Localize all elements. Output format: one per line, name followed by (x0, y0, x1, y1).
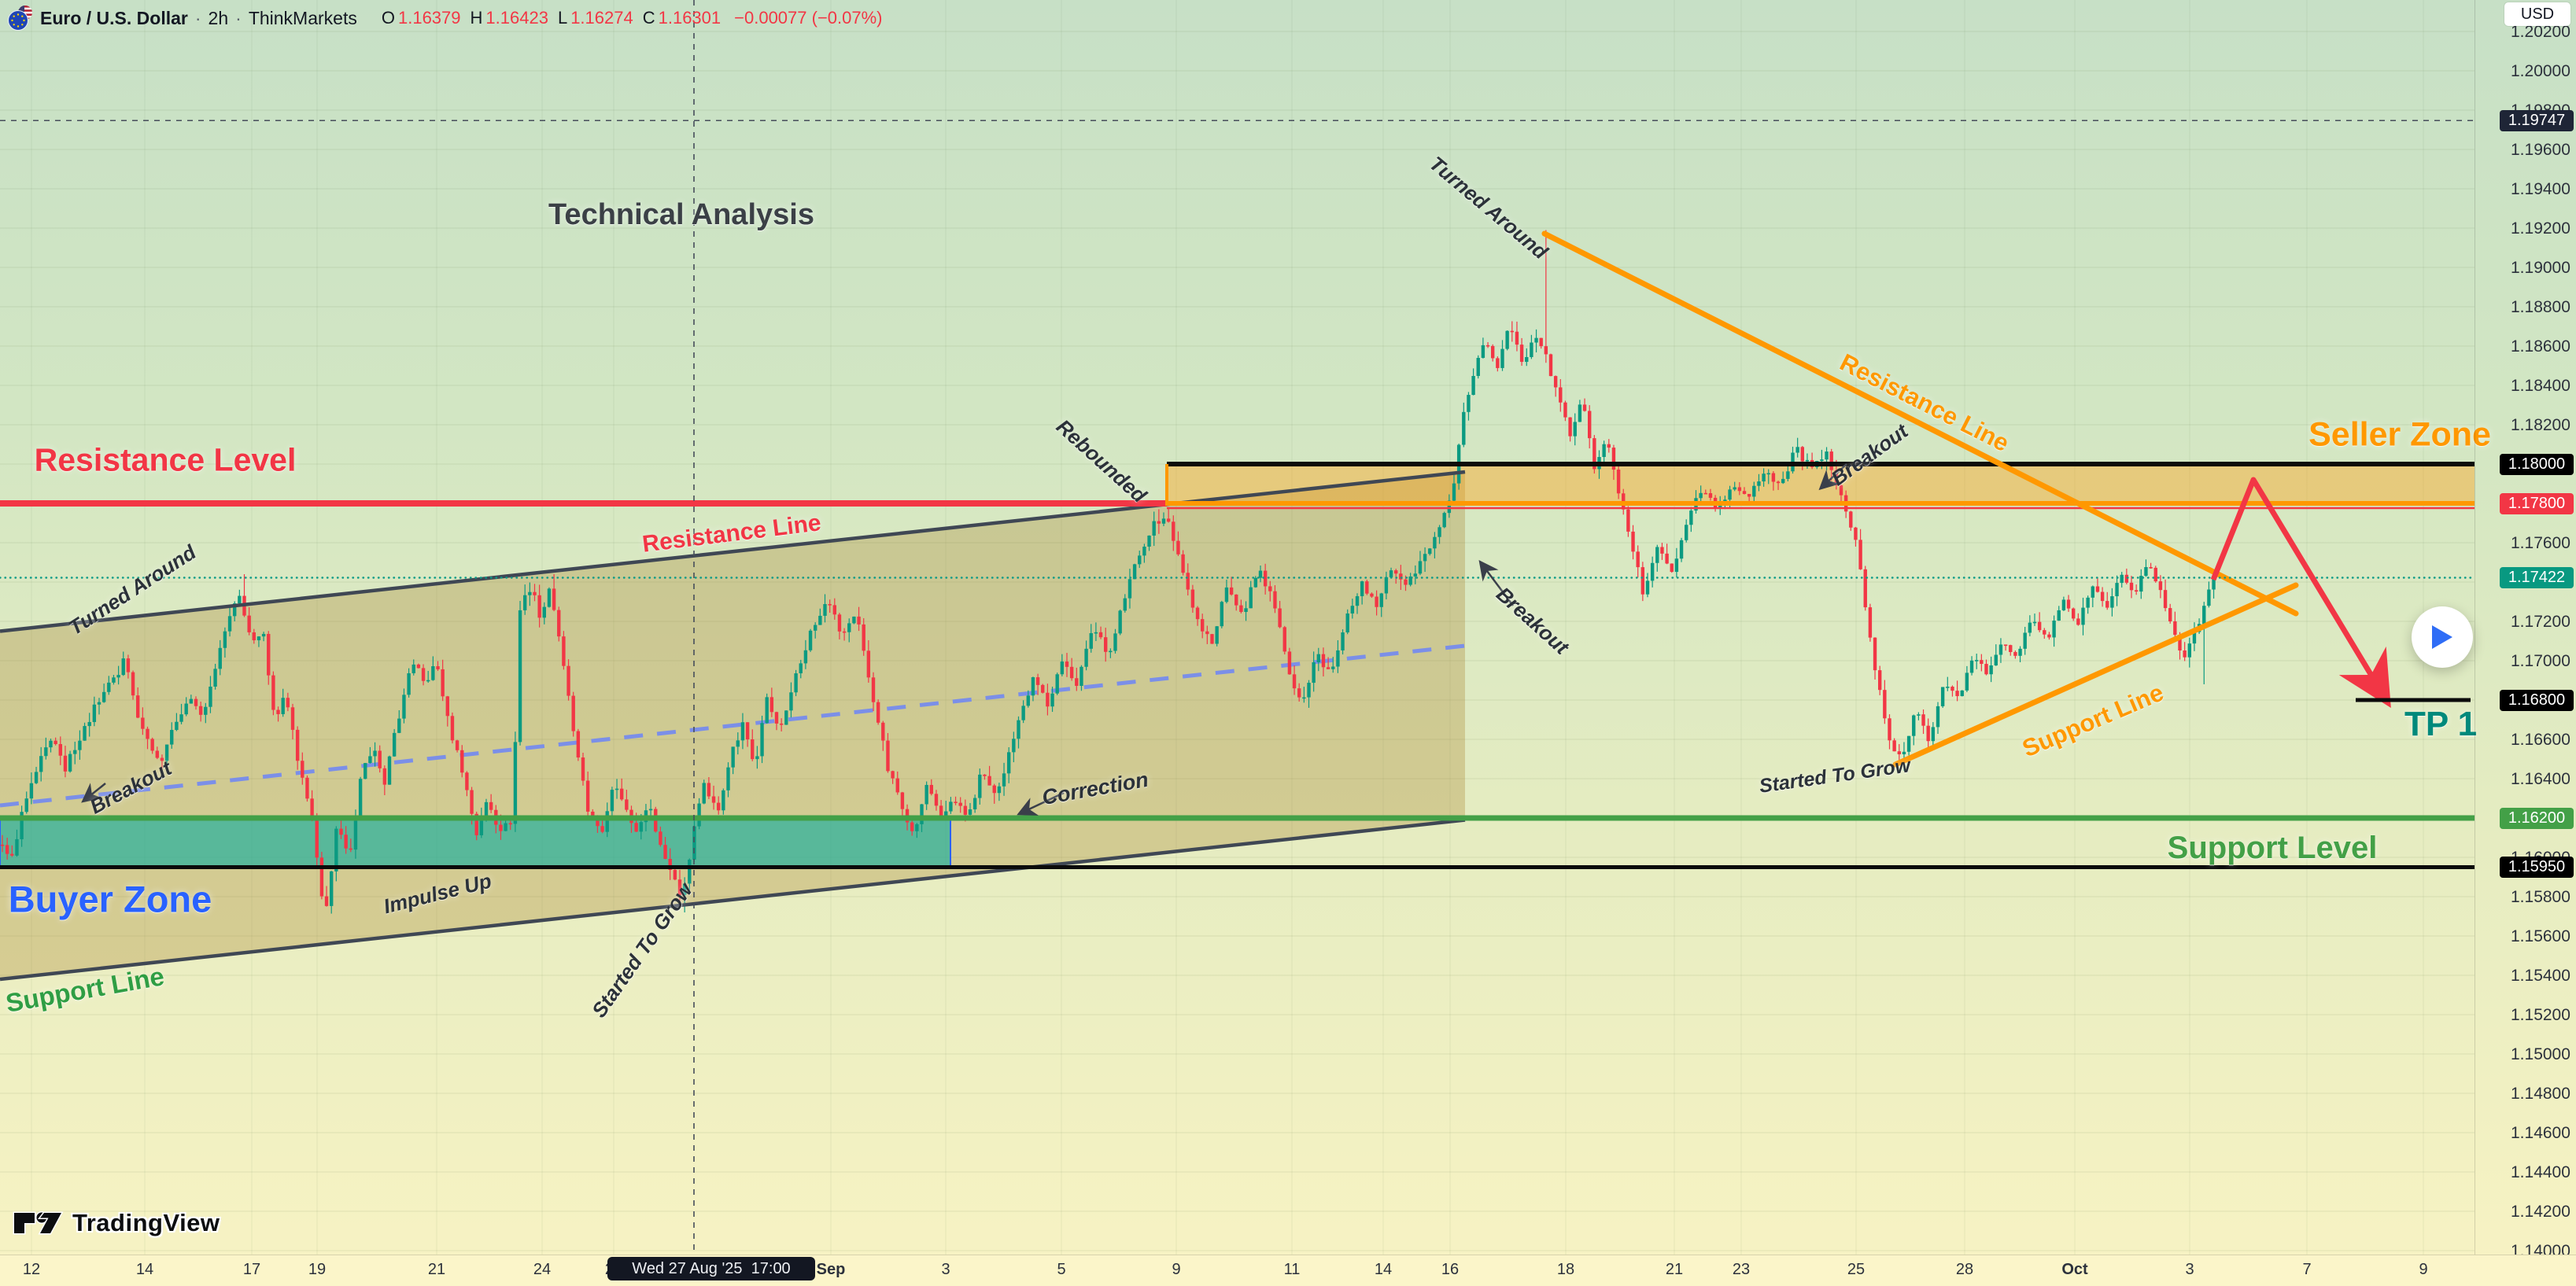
high-value: 1.16423 (485, 8, 548, 28)
price-badge: 1.16200 (2500, 807, 2574, 829)
price-tick: 1.18400 (2511, 377, 2570, 395)
price-tick: 1.17200 (2511, 613, 2570, 631)
tradingview-logo-text: TradingView (72, 1209, 220, 1236)
chart-header: Euro / U.S. Dollar · 2h · ThinkMarkets O… (8, 6, 883, 31)
time-tick: 3 (2185, 1261, 2194, 1278)
close-label: C (642, 8, 655, 28)
price-tick: 1.20000 (2511, 62, 2570, 80)
time-tick: 25 (1847, 1261, 1866, 1278)
triangle-resistance-line[interactable] (1541, 230, 2299, 617)
timeframe-selector[interactable]: 2h (208, 7, 229, 28)
exchange-name: ThinkMarkets (248, 7, 357, 28)
low-value: 1.16274 (570, 8, 633, 28)
change-readout: −0.00077 (−0.07%) (734, 8, 883, 28)
breakout-mid-arrow (1478, 560, 1514, 606)
time-tick: 12 (22, 1261, 41, 1278)
price-tick: 1.18200 (2511, 416, 2570, 434)
price-badge: 1.17800 (2500, 492, 2574, 514)
price-tick: 1.19400 (2511, 180, 2570, 198)
price-badge: 1.15950 (2500, 857, 2574, 878)
price-tick: 1.15000 (2511, 1045, 2570, 1063)
time-tick: 17 (242, 1261, 261, 1278)
ohlc-readout: O 1.16379 H 1.16423 L 1.16274 C 1.16301 (375, 8, 721, 28)
price-tick: 1.15800 (2511, 888, 2570, 906)
price-tick: 1.14800 (2511, 1085, 2570, 1103)
time-tick: 19 (308, 1261, 327, 1278)
tradingview-logo[interactable]: TradingView (13, 1207, 220, 1240)
time-tick: 24 (533, 1261, 552, 1278)
close-value: 1.16301 (658, 8, 722, 28)
price-badge: 1.17422 (2500, 567, 2574, 588)
currency-badge[interactable]: USD (2504, 2, 2570, 26)
price-tick: 1.16400 (2511, 770, 2570, 788)
triangle-support-line[interactable] (1892, 582, 2299, 768)
price-badge: 1.18000 (2500, 453, 2574, 475)
price-tick: 1.17600 (2511, 534, 2570, 552)
price-tick: 1.19000 (2511, 259, 2570, 277)
price-tick: 1.20200 (2511, 23, 2570, 41)
price-axis[interactable]: 1.202001.200001.198001.196001.194001.192… (2475, 0, 2576, 1260)
channel-resistance-line[interactable] (0, 470, 1466, 633)
correction-arrow (1017, 791, 1065, 816)
time-tick: Oct (2061, 1261, 2088, 1278)
time-tick: Sep (816, 1261, 846, 1278)
price-tick: 1.15200 (2511, 1006, 2570, 1024)
eur-usd-flag-icon (8, 6, 33, 31)
time-tick: 21 (427, 1261, 446, 1278)
price-tick: 1.15600 (2511, 927, 2570, 945)
breakout-zone-arrow (1818, 463, 1847, 491)
time-tick: 16 (1441, 1261, 1460, 1278)
time-tick: 18 (1556, 1261, 1575, 1278)
price-tick: 1.17000 (2511, 652, 2570, 670)
header-separator-1: · (194, 7, 201, 28)
time-tick: 28 (1955, 1261, 1974, 1278)
channel-midline (0, 643, 1466, 808)
price-tick: 1.16600 (2511, 731, 2570, 749)
header-separator-2: · (235, 7, 242, 28)
price-tick: 1.19200 (2511, 219, 2570, 238)
price-tick: 1.14600 (2511, 1124, 2570, 1142)
price-tick: 1.15400 (2511, 967, 2570, 985)
crosshair-time-badge: Wed 27 Aug '25 17:00 (607, 1257, 815, 1280)
time-tick: 9 (1172, 1261, 1181, 1278)
projection-arrow[interactable] (2210, 477, 2391, 708)
open-label: O (381, 8, 395, 28)
breakout-left-arrow (81, 783, 106, 803)
high-label: H (470, 8, 483, 28)
price-tick: 1.14400 (2511, 1163, 2570, 1181)
time-tick: 23 (1732, 1261, 1751, 1278)
price-badge: 1.16800 (2500, 689, 2574, 711)
time-tick: 7 (2302, 1261, 2312, 1278)
open-value: 1.16379 (397, 8, 461, 28)
channel-support-line[interactable] (0, 818, 1466, 982)
time-tick: 14 (1374, 1261, 1393, 1278)
play-button[interactable] (2412, 606, 2473, 668)
price-tick: 1.19600 (2511, 141, 2570, 159)
time-tick: 3 (941, 1261, 950, 1278)
price-tick: 1.18800 (2511, 298, 2570, 316)
symbol-name[interactable]: Euro / U.S. Dollar (40, 7, 188, 28)
play-icon (2432, 625, 2452, 649)
time-tick: 9 (2419, 1261, 2428, 1278)
time-tick: 21 (1665, 1261, 1684, 1278)
low-label: L (557, 8, 568, 28)
time-tick: 11 (1283, 1261, 1301, 1278)
time-tick: 14 (135, 1261, 154, 1278)
candles (0, 230, 2216, 914)
time-axis[interactable]: Wed 27 Aug '25 17:00 12141719212426Sep35… (0, 1255, 2576, 1286)
price-badge: 1.19747 (2500, 109, 2574, 131)
price-tick: 1.14200 (2511, 1203, 2570, 1221)
time-tick: 5 (1057, 1261, 1066, 1278)
tradingview-logo-icon (13, 1211, 64, 1235)
price-tick: 1.18600 (2511, 337, 2570, 356)
